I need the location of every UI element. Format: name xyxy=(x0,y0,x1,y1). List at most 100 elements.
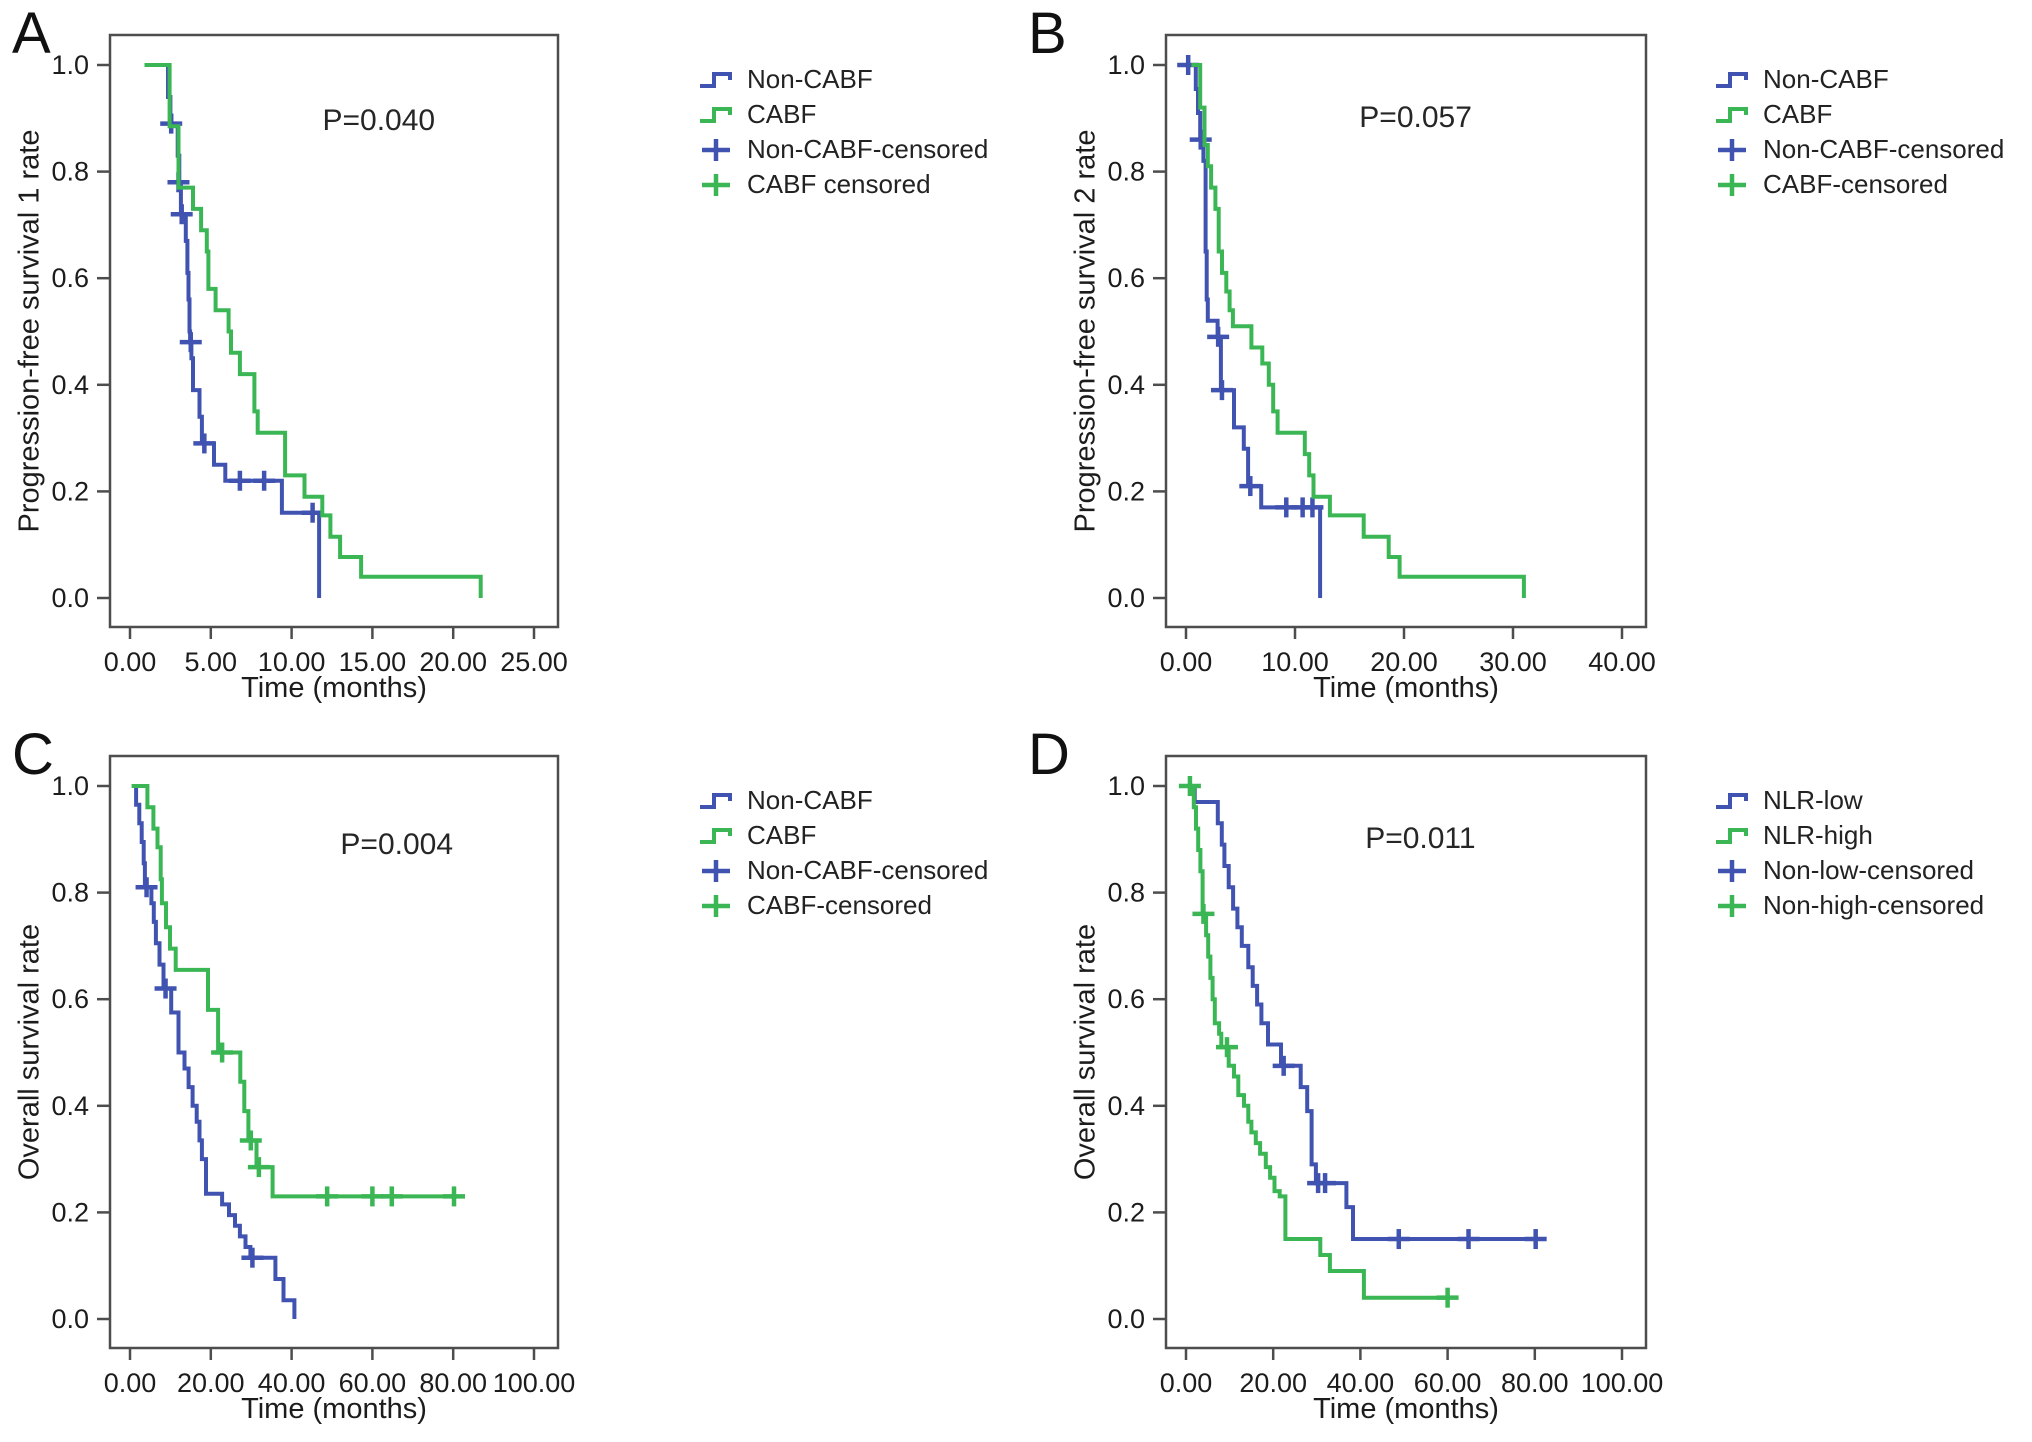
y-tick-label: 0.2 xyxy=(51,476,89,506)
censored-plus-icon xyxy=(698,171,738,199)
legend-label: Non-CABF xyxy=(747,785,873,815)
survival-curve-Non-CABF xyxy=(1187,63,1323,598)
legend-item: CABF xyxy=(1714,97,2004,132)
x-axis-label: Time (months) xyxy=(1313,672,1499,704)
legend-label: CABF xyxy=(747,820,817,850)
p-value-annotation: P=0.004 xyxy=(340,827,454,861)
censor-mark xyxy=(1215,1037,1238,1058)
x-tick-label: 100.00 xyxy=(493,1368,576,1398)
censor-mark xyxy=(1192,903,1215,924)
panel-letter: D xyxy=(1028,722,1070,787)
y-tick-label: 0.4 xyxy=(51,1091,89,1121)
y-tick-label: 0.0 xyxy=(1107,583,1145,613)
legend-label: CABF-censored xyxy=(1763,169,1948,199)
panel-c: C Overall survival rate 0.00 20.00 40.00 60… xyxy=(0,721,1016,1442)
x-tick-label: 20.00 xyxy=(1370,647,1438,677)
x-tick-label: 0.00 xyxy=(1160,1368,1213,1398)
panel-d: D Overall survival rate 0.00 20.00 40.00 60… xyxy=(1016,721,2032,1442)
panel-letter: C xyxy=(12,722,54,787)
censor-mark xyxy=(241,1247,264,1268)
legend-item: CABF-censored xyxy=(1714,167,2004,202)
plot-frame xyxy=(108,754,560,1350)
x-tick-label: 0.00 xyxy=(104,647,157,677)
legend-label: NLR-low xyxy=(1763,785,1863,815)
step-line-icon xyxy=(1714,66,1754,94)
x-tick-label: 15.00 xyxy=(339,647,407,677)
km-plot-svg: 0.00 10.00 20.00 30.00 40.00 1.0 0.8 0.6 0.4 0.2 0… xyxy=(1107,33,1656,677)
x-axis-label: Time (months) xyxy=(241,1393,427,1425)
step-line-icon xyxy=(698,66,738,94)
y-tick-label: 0.2 xyxy=(1107,1197,1145,1227)
y-tick-label: 1.0 xyxy=(1107,771,1145,801)
legend: NLR-low NLR-high Non-low-censored Non-hi… xyxy=(1714,783,1984,923)
censor-mark xyxy=(170,204,193,225)
y-tick-label: 0.8 xyxy=(51,878,89,908)
censor-mark xyxy=(316,1186,339,1207)
x-tick-label: 80.00 xyxy=(419,1368,487,1398)
plot-frame xyxy=(1164,754,1648,1350)
y-tick-label: 0.6 xyxy=(51,984,89,1014)
x-tick-label: 10.00 xyxy=(258,647,326,677)
y-tick-label: 0.2 xyxy=(1107,476,1145,506)
survival-curve-CABF xyxy=(1191,63,1526,598)
censor-mark xyxy=(1524,1229,1547,1250)
legend-item: Non-CABF-censored xyxy=(698,853,988,888)
censor-mark xyxy=(1314,1173,1337,1194)
legend-item: Non-high-censored xyxy=(1714,888,1984,923)
censor-mark xyxy=(1436,1287,1459,1308)
legend-item: Non-CABF xyxy=(1714,62,2004,97)
censor-mark xyxy=(1272,1055,1295,1076)
x-tick-label: 100.00 xyxy=(1581,1368,1664,1398)
legend-label: Non-CABF xyxy=(747,64,873,94)
legend-label: CABF-censored xyxy=(747,890,932,920)
censor-mark xyxy=(253,470,276,491)
x-tick-label: 80.00 xyxy=(1501,1368,1569,1398)
step-line-icon xyxy=(698,822,738,850)
x-tick-label: 25.00 xyxy=(500,647,568,677)
censor-mark xyxy=(443,1186,466,1207)
y-tick-label: 0.6 xyxy=(51,263,89,293)
censor-mark xyxy=(239,1130,262,1151)
y-tick-label: 1.0 xyxy=(51,771,89,801)
survival-curve-CABF xyxy=(131,784,456,1199)
legend-item: NLR-low xyxy=(1714,783,1984,818)
x-tick-label: 20.00 xyxy=(419,647,487,677)
survival-curve-CABF xyxy=(144,63,483,598)
p-value-annotation: P=0.040 xyxy=(322,103,436,137)
survival-curve-NLR-low xyxy=(1187,784,1537,1241)
legend-label: Non-CABF-censored xyxy=(747,134,989,164)
censor-mark xyxy=(1210,380,1233,401)
legend-label: Non-CABF-censored xyxy=(747,855,989,885)
censor-mark xyxy=(135,877,158,898)
legend-label: Non-low-censored xyxy=(1763,855,1974,885)
legend-item: CABF-censored xyxy=(698,888,988,923)
survival-curve-Non-CABF xyxy=(132,784,297,1319)
censor-mark xyxy=(380,1186,403,1207)
plot-frame xyxy=(1164,33,1648,629)
km-plot-svg: 0.00 20.00 40.00 60.00 80.00 100.001.00.80.60… xyxy=(51,754,576,1398)
x-tick-label: 30.00 xyxy=(1479,647,1547,677)
censored-plus-icon xyxy=(1714,171,1754,199)
legend-item: Non-CABF-censored xyxy=(698,132,988,167)
x-axis-label: Time (months) xyxy=(241,672,427,704)
censor-mark xyxy=(211,1042,234,1063)
y-tick-label: 0.4 xyxy=(51,370,89,400)
censor-mark xyxy=(179,332,202,353)
censored-plus-icon xyxy=(1714,136,1754,164)
censor-mark xyxy=(361,1186,384,1207)
p-value-annotation: P=0.011 xyxy=(1365,821,1476,855)
x-tick-label: 40.00 xyxy=(1327,1368,1395,1398)
censor-mark xyxy=(1207,326,1230,347)
censor-mark xyxy=(1387,1229,1410,1250)
censor-mark xyxy=(301,502,324,523)
panel-letter: A xyxy=(12,1,51,66)
step-line-icon xyxy=(1714,101,1754,129)
censor-mark xyxy=(1239,476,1262,497)
legend-item: CABF xyxy=(698,818,988,853)
censored-plus-icon xyxy=(1714,857,1754,885)
legend: Non-CABF CABF Non-CABF-censored CABF-cen… xyxy=(698,783,988,923)
legend: Non-CABF CABF Non-CABF-censored CABF cen… xyxy=(698,62,988,202)
x-tick-label: 60.00 xyxy=(339,1368,407,1398)
step-line-icon xyxy=(1714,787,1754,815)
km-plot-svg: 0.00 20.00 40.00 60.00 80.00 100.001.00.80.60… xyxy=(1107,754,1664,1398)
